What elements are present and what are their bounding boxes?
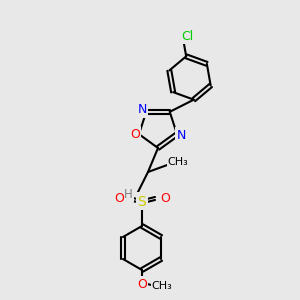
- Text: N: N: [176, 129, 186, 142]
- Text: CH₃: CH₃: [168, 157, 188, 167]
- Text: O: O: [160, 191, 170, 205]
- Text: H: H: [124, 188, 132, 200]
- Text: N: N: [138, 103, 147, 116]
- Text: O: O: [130, 128, 140, 141]
- Text: CH₃: CH₃: [152, 281, 172, 291]
- Text: O: O: [137, 278, 147, 290]
- Text: O: O: [114, 191, 124, 205]
- Text: Cl: Cl: [181, 30, 193, 43]
- Text: S: S: [138, 195, 146, 209]
- Text: N: N: [137, 194, 147, 206]
